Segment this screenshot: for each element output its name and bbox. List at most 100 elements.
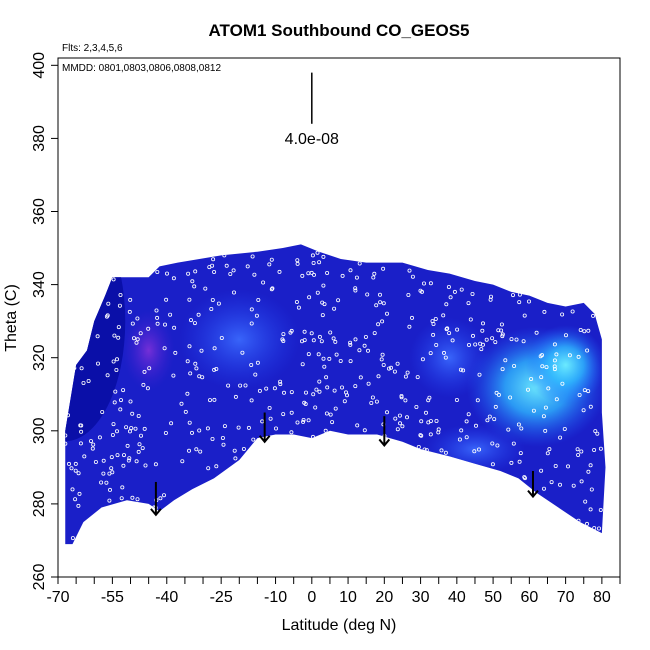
sample-point [571, 483, 576, 488]
sample-point [488, 294, 493, 299]
sample-point [311, 260, 316, 265]
sample-point [281, 412, 286, 417]
sample-point [583, 499, 588, 504]
sample-point [353, 286, 358, 291]
sample-point [510, 293, 515, 298]
sample-point [70, 536, 75, 541]
sample-point [428, 432, 433, 437]
sample-point [164, 297, 169, 302]
sample-point [99, 480, 104, 485]
sample-point [315, 290, 320, 295]
sample-point [492, 417, 497, 422]
sample-point [205, 426, 210, 431]
sample-point [183, 409, 188, 414]
sample-point [119, 496, 124, 501]
sample-point [118, 407, 123, 412]
sample-point [238, 383, 243, 388]
sample-point [232, 448, 237, 453]
sample-point [250, 254, 255, 259]
y-tick-label: 380 [31, 125, 48, 152]
sample-point [473, 423, 478, 428]
sample-point [516, 422, 521, 427]
sample-point [133, 426, 138, 431]
sample-point [264, 386, 269, 391]
sample-point [101, 471, 106, 476]
sample-point [130, 495, 135, 500]
shade-cyan-core [525, 325, 606, 406]
sample-point [226, 383, 231, 388]
sample-point [324, 375, 329, 380]
sample-point [500, 332, 505, 337]
sample-point [86, 378, 91, 383]
sample-point [111, 359, 116, 364]
sample-point [372, 271, 377, 276]
sample-point [124, 425, 129, 430]
sample-point [120, 485, 125, 490]
sample-point [342, 399, 347, 404]
x-axis: -70 -55 -40 -25 -10 0 10 20 30 40 50 60 70 80 [46, 577, 621, 606]
sample-point [73, 497, 78, 502]
sample-point [495, 443, 500, 448]
sample-point [186, 448, 191, 453]
sample-point [439, 448, 444, 453]
sample-point [140, 446, 145, 451]
sample-point [455, 327, 460, 332]
sample-point [500, 367, 505, 372]
sample-point [210, 263, 215, 268]
sample-point [379, 357, 384, 362]
sample-point [194, 366, 199, 371]
sample-point [470, 333, 475, 338]
sample-point [399, 393, 404, 398]
sample-point [509, 460, 514, 465]
sample-point [301, 419, 306, 424]
sample-point [193, 269, 198, 274]
sample-point [588, 463, 593, 468]
sample-point [128, 399, 133, 404]
sample-point [323, 428, 328, 433]
sample-point [586, 389, 591, 394]
sample-point [171, 373, 176, 378]
sample-point [598, 446, 603, 451]
sample-point [419, 433, 424, 438]
sample-point [441, 313, 446, 318]
sample-point [295, 420, 300, 425]
sample-point [487, 414, 492, 419]
sample-point [509, 337, 514, 342]
sample-point [381, 362, 386, 367]
x-tick-label: 60 [520, 589, 538, 606]
sample-point [267, 262, 272, 267]
sample-point [187, 344, 192, 349]
sample-point [317, 389, 322, 394]
sample-point [69, 466, 74, 471]
sample-point [503, 358, 508, 363]
sample-point [240, 350, 245, 355]
sample-point [190, 279, 195, 284]
sample-point [541, 414, 546, 419]
sample-point [400, 424, 405, 429]
sample-point [241, 446, 246, 451]
sample-point [273, 426, 278, 431]
sample-point [163, 430, 168, 435]
sample-point [366, 381, 371, 386]
shade-dark-west [65, 244, 126, 442]
sample-point [418, 288, 423, 293]
sample-point [476, 447, 481, 452]
sample-point [567, 353, 572, 358]
sample-point [115, 429, 120, 434]
sample-point [434, 342, 439, 347]
sample-point [458, 367, 463, 372]
sample-point [431, 332, 436, 337]
sample-point [378, 300, 383, 305]
sample-point [317, 260, 322, 265]
sample-point [138, 331, 143, 336]
sample-point [447, 331, 452, 336]
sample-point [269, 257, 274, 262]
sample-point [131, 336, 136, 341]
sample-point [171, 276, 176, 281]
sample-point [464, 435, 469, 440]
sample-point [357, 261, 362, 266]
sample-point [549, 480, 554, 485]
sample-point [317, 379, 322, 384]
sample-point [209, 306, 214, 311]
sample-point [466, 342, 471, 347]
